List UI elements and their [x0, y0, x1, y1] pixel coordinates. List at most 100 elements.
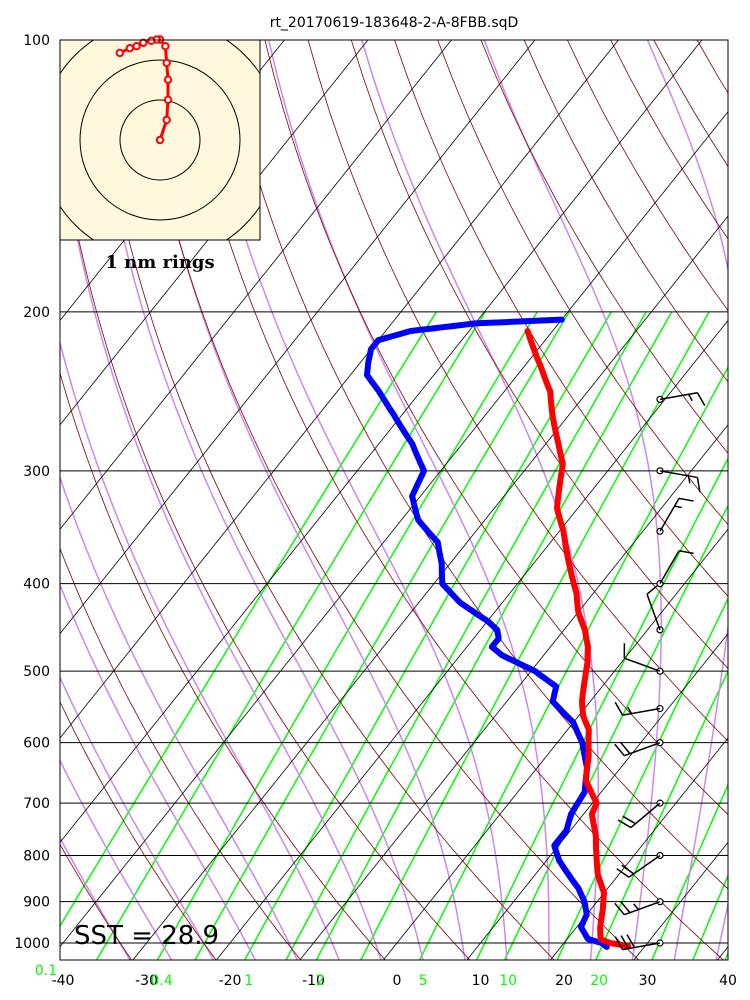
- moist-adiabat: [60, 759, 173, 960]
- pressure-tick-label: 200: [23, 305, 50, 321]
- wind-barb-full: [696, 392, 706, 407]
- mixing-ratio-line: [418, 365, 728, 960]
- temperature-point: [575, 609, 581, 615]
- dewpoint-point: [421, 468, 427, 474]
- dewpoint-point: [408, 328, 414, 334]
- hodograph-point: [125, 44, 135, 53]
- pressure-tick-label: 100: [23, 33, 50, 49]
- hodograph-point: [163, 75, 173, 84]
- dewpoint-point: [559, 317, 565, 323]
- mixing-ratio-labels: 0.1 0.4 1 2 5 10 20: [35, 963, 608, 989]
- temperature-point: [583, 777, 589, 783]
- moist-adiabat: [89, 40, 424, 960]
- dewpoint-point: [585, 936, 591, 942]
- isotherm: [215, 319, 728, 960]
- temperature-point: [574, 590, 580, 596]
- temperature-point: [594, 800, 600, 806]
- pressure-tick-label: 900: [23, 895, 50, 911]
- dewpoint-point: [550, 698, 556, 704]
- temperature-point: [585, 644, 591, 650]
- wind-barb-shaft: [624, 741, 661, 757]
- pressure-tick-label: 600: [23, 736, 50, 752]
- wind-barb-full: [619, 900, 631, 914]
- moist-adiabat: [361, 40, 600, 960]
- sst-annotation: SST = 28.9: [74, 921, 219, 951]
- temperature-profile: [524, 328, 632, 950]
- temperature-tick-label: -30: [135, 973, 158, 989]
- temperature-point: [598, 936, 604, 942]
- isotherm: [132, 215, 728, 960]
- dry-adiabat: [0, 40, 48, 962]
- wind-barb: [614, 739, 664, 757]
- temperature-tick-label: -40: [52, 973, 75, 989]
- dewpoint-point: [485, 618, 491, 624]
- pressure-tick-label: 1000: [14, 936, 50, 952]
- wind-barb-full: [621, 864, 635, 875]
- wind-barb-shaft: [622, 707, 661, 716]
- hodograph-point: [132, 42, 141, 51]
- dewpoint-point: [375, 337, 381, 343]
- isotherm: [60, 40, 452, 530]
- wind-barb-full: [616, 868, 630, 878]
- dewpoint-point: [368, 346, 374, 352]
- dewpoint-line: [364, 316, 610, 950]
- wind-barb-full: [617, 819, 632, 829]
- hodograph-ring: [79, 59, 241, 221]
- mixing-ratio-line: [595, 669, 728, 960]
- dry-adiabat: [60, 843, 133, 960]
- dry-adiabat: [60, 371, 386, 960]
- wind-barb: [614, 898, 664, 916]
- temperature-tick-label: 10: [472, 973, 490, 989]
- temperature-point: [593, 832, 599, 838]
- temperature-point: [579, 698, 585, 704]
- wind-barb-full: [619, 741, 631, 755]
- dry-adiabat: [60, 701, 217, 960]
- temperature-point: [601, 890, 607, 896]
- dewpoint-point: [553, 684, 559, 690]
- hodograph-ring: [119, 99, 201, 181]
- pressure-tick-label: 300: [23, 464, 50, 480]
- hodograph-point: [161, 42, 170, 51]
- moist-adiabat: [60, 583, 257, 960]
- wind-barb-shaft: [624, 657, 661, 672]
- wind-barb: [656, 467, 701, 493]
- dry-adiabat: [480, 40, 728, 454]
- wind-barbs: [614, 392, 706, 951]
- wind-barb-half: [627, 706, 633, 714]
- isobar-lines: [60, 40, 728, 944]
- mixing-ratio-label: 0.1: [35, 963, 57, 979]
- wind-barb-shaft: [659, 498, 680, 532]
- isotherm: [60, 40, 536, 635]
- dewpoint-point: [409, 441, 415, 447]
- dewpoint-point: [578, 924, 584, 930]
- pressure-tick-label: 700: [23, 796, 50, 812]
- temperature-point: [582, 676, 588, 682]
- moist-adiabat: [60, 675, 215, 960]
- dewpoint-point: [556, 857, 562, 863]
- dry-adiabat: [60, 135, 471, 960]
- dry-adiabat: [264, 40, 728, 816]
- temperature-line: [524, 328, 632, 950]
- mixing-ratio-line: [692, 873, 728, 960]
- dewpoint-point: [584, 912, 590, 918]
- dewpoint-point: [415, 517, 421, 523]
- dry-adiabat: [134, 40, 640, 960]
- temperature-point: [549, 412, 555, 418]
- mixing-ratio-line: [651, 783, 728, 960]
- mixing-ratio-label: 1: [244, 973, 253, 989]
- pressure-tick-label: 500: [23, 664, 50, 680]
- dewpoint-point: [494, 627, 500, 633]
- temperature-tick-label: 30: [639, 973, 657, 989]
- hodograph-point: [115, 48, 125, 58]
- wind-barb-half: [687, 475, 691, 484]
- wind-barb-shaft: [659, 470, 698, 479]
- wind-barb: [614, 934, 664, 951]
- mixing-ratio-label: 10: [499, 973, 517, 989]
- temperature-point: [564, 550, 570, 556]
- wind-barb-shaft: [646, 593, 661, 631]
- dewpoint-point: [570, 720, 576, 726]
- pressure-tick-label: 800: [23, 848, 50, 864]
- dry-adiabat: [350, 40, 728, 670]
- wind-barb: [656, 392, 706, 407]
